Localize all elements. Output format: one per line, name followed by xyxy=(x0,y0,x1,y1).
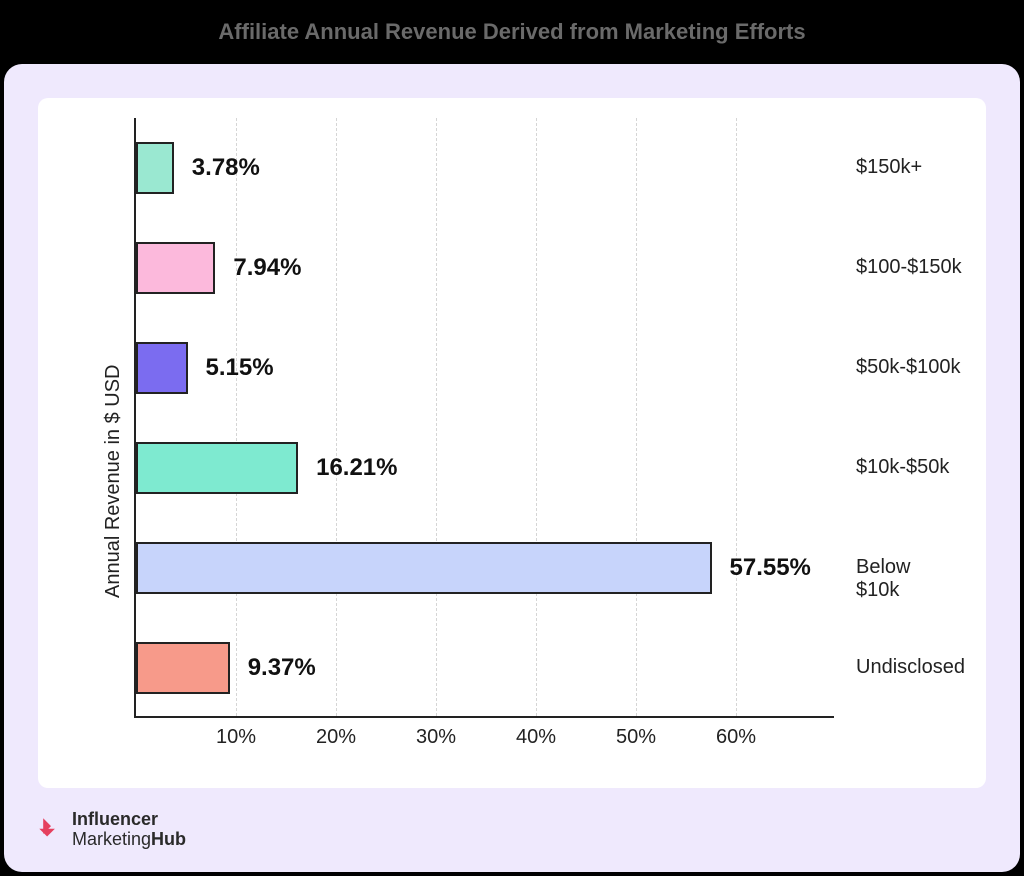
bar-value-label: 57.55% xyxy=(730,554,811,582)
y-axis-label: Annual Revenue in $ USD xyxy=(102,365,125,598)
bar xyxy=(136,642,230,694)
category-label: $150k+ xyxy=(856,156,922,179)
brand-arrow-icon xyxy=(38,817,64,843)
category-label: $100-$150k xyxy=(856,256,962,279)
gridline xyxy=(536,118,537,716)
bar-row: 16.21% xyxy=(136,442,398,494)
bar-row: 3.78% xyxy=(136,142,260,194)
gridline xyxy=(436,118,437,716)
brand-line2b: Hub xyxy=(151,829,186,849)
brand-line1: Influencer xyxy=(72,809,158,829)
x-tick-label: 40% xyxy=(516,726,556,749)
bar xyxy=(136,142,174,194)
x-tick-label: 50% xyxy=(616,726,656,749)
brand-line2a: Marketing xyxy=(72,829,151,849)
gridline xyxy=(736,118,737,716)
category-label: $50k-$100k xyxy=(856,356,961,379)
bar xyxy=(136,542,712,594)
chart-box: Annual Revenue in $ USD 10%20%30%40%50%6… xyxy=(38,98,986,788)
bar-value-label: 3.78% xyxy=(192,154,260,182)
bar-row: 9.37% xyxy=(136,642,316,694)
gridline xyxy=(636,118,637,716)
category-label: Undisclosed xyxy=(856,656,965,679)
plot-area: 10%20%30%40%50%60%3.78%$150k+7.94%$100-$… xyxy=(134,118,834,718)
bar-value-label: 16.21% xyxy=(316,454,397,482)
page-title: Affiliate Annual Revenue Derived from Ma… xyxy=(218,19,805,45)
bar xyxy=(136,442,298,494)
bar-value-label: 7.94% xyxy=(233,254,301,282)
brand-text: Influencer MarketingHub xyxy=(72,810,186,850)
bar-row: 5.15% xyxy=(136,342,274,394)
title-bar: Affiliate Annual Revenue Derived from Ma… xyxy=(0,0,1024,64)
category-label: $10k-$50k xyxy=(856,456,949,479)
gridline xyxy=(336,118,337,716)
bar-value-label: 9.37% xyxy=(248,654,316,682)
x-tick-label: 10% xyxy=(216,726,256,749)
gridline xyxy=(236,118,237,716)
category-label: Below $10k xyxy=(856,556,910,602)
chart-card: Annual Revenue in $ USD 10%20%30%40%50%6… xyxy=(4,64,1020,872)
bar xyxy=(136,242,215,294)
bar xyxy=(136,342,188,394)
brand-logo: Influencer MarketingHub xyxy=(38,810,186,850)
x-tick-label: 30% xyxy=(416,726,456,749)
x-tick-label: 20% xyxy=(316,726,356,749)
bar-value-label: 5.15% xyxy=(206,354,274,382)
x-tick-label: 60% xyxy=(716,726,756,749)
bar-row: 57.55% xyxy=(136,542,811,594)
bar-row: 7.94% xyxy=(136,242,301,294)
